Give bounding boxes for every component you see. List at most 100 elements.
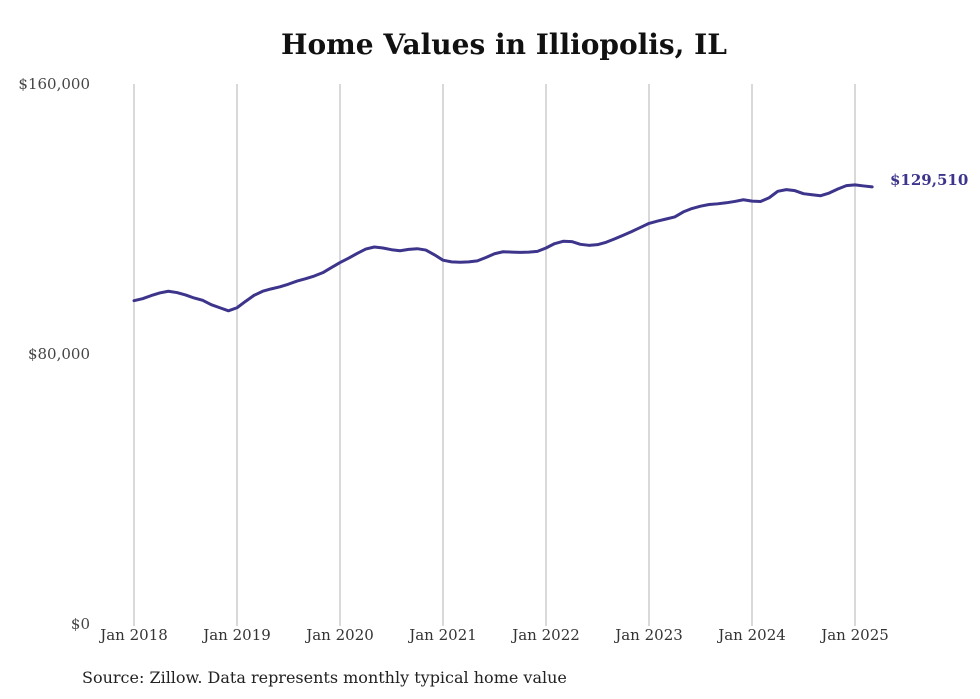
data-point bbox=[716, 202, 719, 205]
data-point bbox=[287, 283, 290, 286]
data-point bbox=[751, 200, 754, 203]
data-point bbox=[330, 266, 333, 269]
data-point bbox=[545, 247, 548, 250]
data-point bbox=[665, 218, 668, 221]
data-point bbox=[193, 296, 196, 299]
data-point bbox=[476, 259, 479, 262]
data-point bbox=[596, 243, 599, 246]
y-tick-label: $160,000 bbox=[18, 75, 90, 93]
data-point bbox=[553, 242, 556, 245]
x-tick-label: Jan 2019 bbox=[201, 626, 271, 644]
data-point bbox=[828, 192, 831, 195]
x-tick-label: Jan 2020 bbox=[304, 626, 374, 644]
data-point bbox=[519, 251, 522, 254]
data-point bbox=[742, 198, 745, 201]
data-point bbox=[433, 253, 436, 256]
data-point bbox=[510, 251, 513, 254]
data-point bbox=[605, 241, 608, 244]
data-point bbox=[321, 271, 324, 274]
data-point bbox=[313, 275, 316, 278]
data-point bbox=[862, 184, 865, 187]
data-point bbox=[253, 294, 256, 297]
y-tick-label: $80,000 bbox=[28, 345, 90, 363]
data-point bbox=[493, 252, 496, 255]
series-layer: $129,510 bbox=[132, 171, 968, 313]
data-point bbox=[708, 203, 711, 206]
data-point bbox=[356, 252, 359, 255]
x-tick-label: Jan 2018 bbox=[98, 626, 168, 644]
data-point bbox=[407, 248, 410, 251]
data-point bbox=[158, 291, 161, 294]
source-note: Source: Zillow. Data represents monthly … bbox=[82, 668, 567, 687]
data-point bbox=[536, 250, 539, 253]
data-point bbox=[793, 189, 796, 192]
series-line bbox=[132, 183, 874, 313]
chart-title: Home Values in Illiopolis, IL bbox=[281, 28, 727, 61]
data-point bbox=[656, 220, 659, 223]
data-point bbox=[450, 260, 453, 263]
data-point bbox=[261, 290, 264, 293]
data-point bbox=[836, 187, 839, 190]
data-point bbox=[270, 287, 273, 290]
data-point bbox=[776, 190, 779, 193]
data-point bbox=[613, 237, 616, 240]
data-point bbox=[175, 291, 178, 294]
data-point bbox=[690, 207, 693, 210]
data-point bbox=[587, 244, 590, 247]
y-tick-label: $0 bbox=[71, 615, 90, 633]
data-point bbox=[150, 294, 153, 297]
x-tick-label: Jan 2021 bbox=[407, 626, 477, 644]
data-point bbox=[467, 260, 470, 263]
data-point bbox=[244, 300, 247, 303]
data-point bbox=[579, 243, 582, 246]
data-point bbox=[733, 200, 736, 203]
data-point bbox=[622, 234, 625, 237]
data-point bbox=[785, 188, 788, 191]
data-point bbox=[648, 222, 651, 225]
gridlines bbox=[133, 84, 856, 626]
end-value-label: $129,510 bbox=[890, 171, 968, 189]
data-point bbox=[570, 240, 573, 243]
data-point bbox=[347, 257, 350, 260]
data-point bbox=[133, 299, 136, 302]
y-axis-ticks: $0 $80,000 $160,000 bbox=[18, 75, 90, 633]
data-point bbox=[201, 299, 204, 302]
x-axis-ticks: Jan 2018 Jan 2019 Jan 2020 Jan 2021 Jan 2022… bbox=[98, 626, 889, 644]
data-point bbox=[442, 259, 445, 262]
data-point bbox=[218, 306, 221, 309]
data-point bbox=[819, 194, 822, 197]
data-point bbox=[845, 184, 848, 187]
data-point bbox=[502, 250, 505, 253]
data-point bbox=[768, 196, 771, 199]
data-point bbox=[484, 256, 487, 259]
data-point bbox=[399, 249, 402, 252]
data-point bbox=[381, 247, 384, 250]
data-point bbox=[141, 297, 144, 300]
data-point bbox=[210, 303, 213, 306]
x-tick-label: Jan 2024 bbox=[716, 626, 786, 644]
data-point bbox=[639, 226, 642, 229]
data-point bbox=[278, 285, 281, 288]
data-point bbox=[304, 277, 307, 280]
data-point bbox=[562, 240, 565, 243]
data-point bbox=[296, 280, 299, 283]
data-point bbox=[802, 192, 805, 195]
data-point bbox=[227, 309, 230, 312]
data-point bbox=[527, 251, 530, 254]
data-point bbox=[424, 249, 427, 252]
data-point bbox=[459, 261, 462, 264]
data-point bbox=[167, 290, 170, 293]
x-tick-label: Jan 2025 bbox=[819, 626, 889, 644]
data-point bbox=[673, 215, 676, 218]
data-point bbox=[854, 183, 857, 186]
data-point bbox=[725, 201, 728, 204]
data-point bbox=[630, 230, 633, 233]
data-point bbox=[811, 193, 814, 196]
data-point bbox=[184, 293, 187, 296]
x-tick-label: Jan 2023 bbox=[613, 626, 683, 644]
data-point bbox=[699, 205, 702, 208]
data-point bbox=[871, 185, 874, 188]
data-point bbox=[364, 248, 367, 251]
data-point bbox=[416, 247, 419, 250]
